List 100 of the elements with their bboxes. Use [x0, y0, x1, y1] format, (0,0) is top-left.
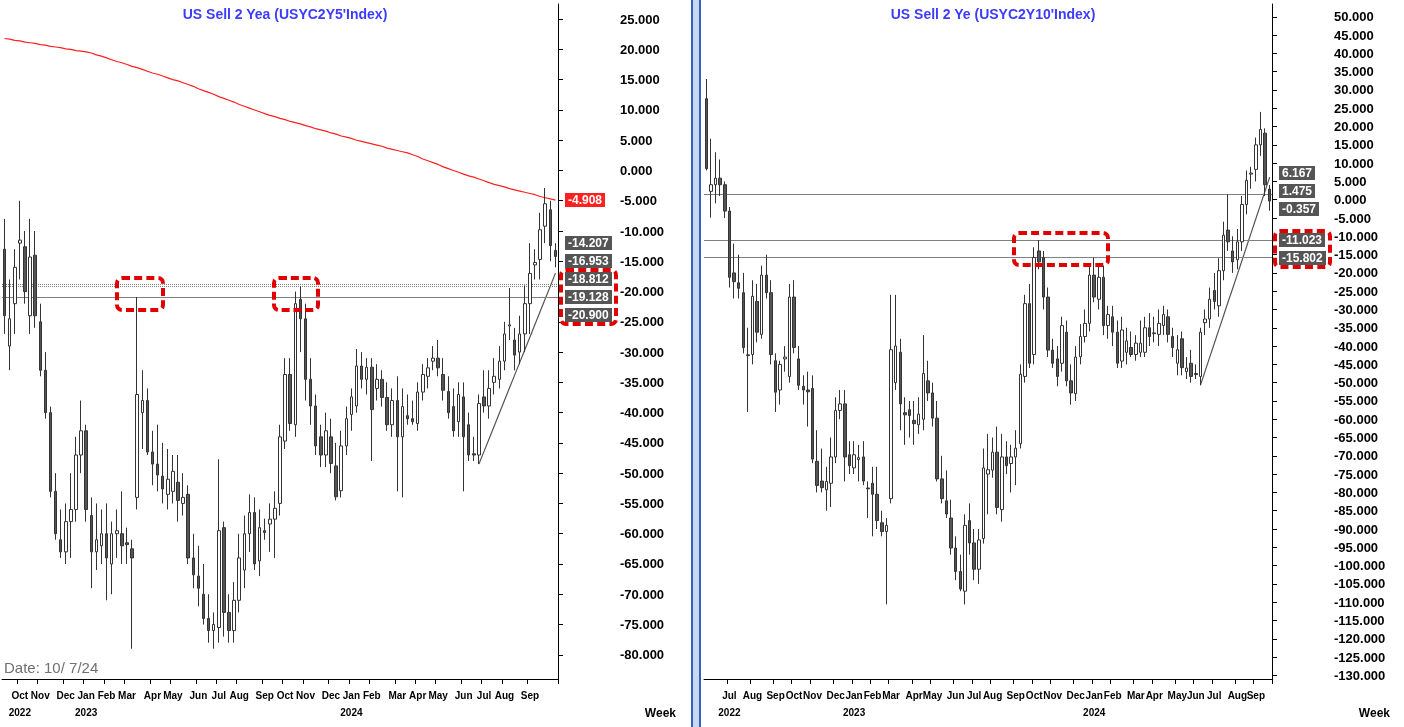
y-tick-label: -65.000 — [1334, 430, 1379, 446]
candlestick — [299, 285, 302, 353]
y-tick-label: -70.000 — [620, 586, 665, 602]
candlestick — [543, 187, 547, 244]
x-tick-label: Apr — [905, 690, 923, 701]
candlestick — [13, 248, 17, 335]
y-tick-label: -35.000 — [620, 374, 665, 390]
x-tick-label: Aug — [742, 690, 763, 701]
x-tick-label: Nov — [803, 690, 823, 701]
candlestick — [533, 248, 537, 280]
x-tick-label: Dec — [826, 690, 846, 701]
y-tick-label: 25.000 — [1334, 100, 1374, 116]
candlestick — [100, 508, 103, 565]
candlestick — [95, 502, 98, 571]
x-tick-label: Mar — [1126, 690, 1145, 701]
candlestick — [1180, 330, 1184, 376]
y-tick-label: -20.000 — [1334, 265, 1379, 281]
x-tick-label: Nov — [30, 690, 51, 701]
candlestick — [1143, 316, 1147, 358]
x-tick-label: Sep — [1006, 690, 1025, 701]
annotation: Date: 10/ 7/24 — [4, 659, 99, 676]
y-tick-label: -20.000 — [620, 284, 665, 300]
y-tick-label: 20.000 — [620, 41, 660, 57]
x-tick-label: Aug — [1227, 690, 1248, 701]
chart-title: US Sell 2 Yea (USYC2Y5'Index) — [182, 6, 388, 22]
candlestick — [253, 496, 256, 571]
candlestick — [503, 321, 506, 371]
candlestick — [130, 539, 134, 650]
candlestick — [39, 303, 42, 377]
y-tick-label: -85.000 — [1334, 503, 1379, 519]
candlestick — [1231, 235, 1234, 274]
x-tick-label: Sep — [520, 690, 540, 701]
y-tick-label: -15.000 — [620, 253, 665, 269]
y-tick-label: -25.000 — [620, 314, 665, 330]
candlestick — [18, 200, 22, 280]
y-tick-label: -110.000 — [1334, 594, 1385, 610]
y-tick-label: -50.000 — [620, 465, 665, 481]
y-tick-label: 5.000 — [1334, 173, 1367, 189]
candlestick — [146, 387, 149, 456]
y-tick-label: -90.000 — [1334, 521, 1379, 537]
x-tick-label: Dec — [1066, 690, 1086, 701]
text: -0.357 — [1282, 201, 1317, 216]
candlestick — [350, 387, 353, 432]
y-tick-label: 0.000 — [1334, 192, 1367, 208]
candlestick — [263, 518, 266, 541]
x-axis-title: Week — [1358, 706, 1391, 720]
candlestick — [903, 396, 907, 446]
y-tick-label: -95.000 — [1334, 539, 1379, 555]
data-label: -16.953 — [565, 254, 612, 269]
candlestick — [1171, 327, 1174, 358]
y-tick-label: -50.000 — [1334, 375, 1379, 391]
x-tick-label: Feb — [1103, 690, 1122, 701]
y-tick-label: 25.000 — [620, 11, 660, 27]
ref-line-label: 1.475 — [1279, 183, 1316, 198]
x-tick-label: Jul — [1207, 690, 1222, 701]
x-tick-label: Feb — [97, 690, 116, 701]
y-tick-label: -65.000 — [620, 556, 665, 572]
x-tick-label: Aug — [982, 690, 1003, 701]
y-tick-label: -75.000 — [1334, 466, 1379, 482]
candlestick — [401, 387, 404, 498]
y-tick-label: -40.000 — [1334, 338, 1379, 354]
y-tick-label: -10.000 — [620, 223, 665, 239]
x-tick-label: Apr — [1145, 690, 1163, 701]
y-tick-label: -125.000 — [1334, 649, 1386, 665]
candlestick — [141, 369, 144, 450]
x-tick-label: Aug — [229, 690, 249, 701]
candlestick — [110, 521, 113, 595]
candlestick — [54, 472, 57, 541]
data-label: -4.908 — [565, 193, 606, 208]
y-tick-label: -25.000 — [1334, 283, 1379, 299]
x-tick-label: Jun — [189, 690, 208, 701]
candlestick — [135, 296, 139, 510]
x-tick-label: Sep — [1246, 690, 1266, 701]
y-tick-label: 50.000 — [1334, 9, 1374, 25]
candlestick — [441, 357, 445, 402]
y-tick-label: 15.000 — [620, 72, 660, 88]
y-tick-label: -55.000 — [1334, 393, 1379, 409]
x-tick-label: Sep — [766, 690, 785, 701]
candlestick — [411, 400, 414, 426]
candlestick — [797, 345, 800, 391]
candlestick — [705, 78, 708, 171]
y-tick-label: -70.000 — [1334, 448, 1379, 464]
y-tick-label: 0.000 — [620, 162, 653, 178]
x-tick-label: Oct — [276, 690, 295, 701]
candlestick — [365, 357, 368, 395]
candlestick — [248, 493, 251, 553]
y-tick-label: 10.000 — [620, 102, 660, 118]
x-tick-label: Jun — [454, 690, 473, 701]
candlestick — [554, 242, 557, 268]
x-tick-label: May — [163, 690, 184, 701]
x-tick-label: May — [1167, 690, 1188, 701]
candlestick — [192, 533, 195, 589]
y-tick-label: -15.000 — [1334, 247, 1379, 263]
candlestick — [8, 278, 11, 371]
candlestick — [899, 338, 902, 431]
candlestick — [518, 315, 521, 365]
candlestick — [49, 406, 52, 498]
candlestick — [508, 287, 511, 341]
candlestick — [709, 138, 713, 219]
candlestick — [1249, 166, 1253, 190]
